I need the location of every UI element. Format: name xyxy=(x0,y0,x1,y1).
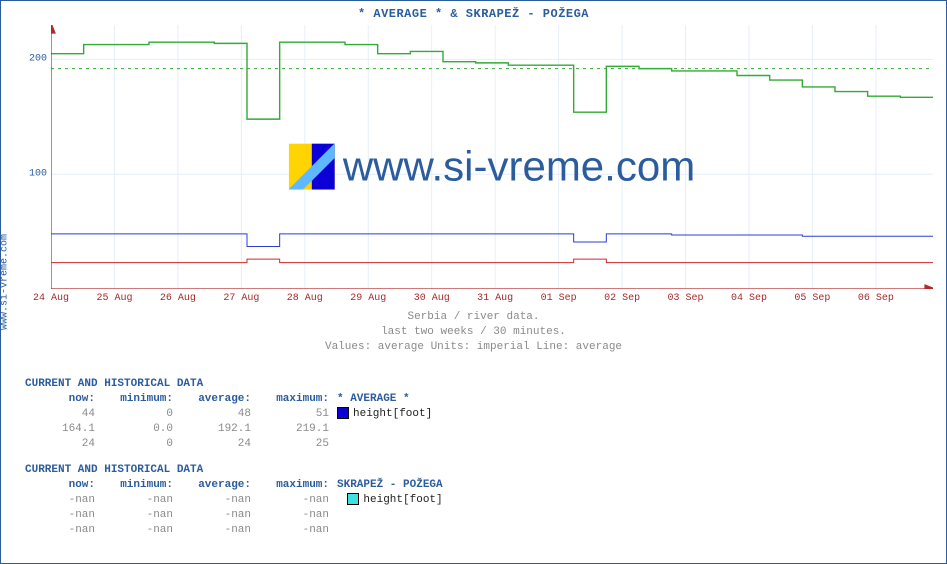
table-row: -nan-nan-nan-nanheight[foot] xyxy=(25,493,451,508)
subtitle-2: last two weeks / 30 minutes. xyxy=(1,326,946,338)
y-tick-label: 100 xyxy=(29,169,47,180)
stats-table: now:minimum:average:maximum: SKRAPEŽ - P… xyxy=(25,478,451,538)
x-tick-label: 25 Aug xyxy=(96,293,132,304)
table-cell: 0.0 xyxy=(103,422,181,437)
col-header: minimum: xyxy=(103,478,181,493)
x-tick-label: 31 Aug xyxy=(477,293,513,304)
x-tick-label: 03 Sep xyxy=(668,293,704,304)
table-cell: -nan xyxy=(25,508,103,523)
col-header: minimum: xyxy=(103,392,181,407)
table-cell: 0 xyxy=(103,407,181,422)
subtitle-3: Values: average Units: imperial Line: av… xyxy=(1,341,946,353)
table-row: -nan-nan-nan-nan xyxy=(25,508,451,523)
x-tick-label: 26 Aug xyxy=(160,293,196,304)
series-label: SKRAPEŽ - POŽEGA xyxy=(337,478,451,493)
table-row: 4404851 height[foot] xyxy=(25,407,440,422)
table-cell: 164.1 xyxy=(25,422,103,437)
y-tick-label: 200 xyxy=(29,54,47,65)
table-row: 2402425 xyxy=(25,437,440,452)
stats-table: now:minimum:average:maximum: * AVERAGE *… xyxy=(25,392,440,452)
table-header: CURRENT AND HISTORICAL DATA xyxy=(25,463,451,478)
legend-label: height[foot] xyxy=(363,494,442,506)
x-ticks: 24 Aug25 Aug26 Aug27 Aug28 Aug29 Aug30 A… xyxy=(51,293,933,307)
x-tick-label: 05 Sep xyxy=(794,293,830,304)
table-cell: 24 xyxy=(181,437,259,452)
col-header: maximum: xyxy=(259,478,337,493)
x-tick-label: 06 Sep xyxy=(858,293,894,304)
table-cell: 48 xyxy=(181,407,259,422)
x-tick-label: 02 Sep xyxy=(604,293,640,304)
table-cell: -nan xyxy=(25,493,103,508)
table-row: -nan-nan-nan-nan xyxy=(25,523,451,538)
x-tick-label: 01 Sep xyxy=(541,293,577,304)
series-label: * AVERAGE * xyxy=(337,392,440,407)
x-tick-label: 28 Aug xyxy=(287,293,323,304)
data-table-1: CURRENT AND HISTORICAL DATAnow:minimum:a… xyxy=(25,377,440,452)
table-cell: -nan xyxy=(181,523,259,538)
col-header: now: xyxy=(25,478,103,493)
x-tick-label: 04 Sep xyxy=(731,293,767,304)
table-cell: 219.1 xyxy=(259,422,337,437)
table-cell: -nan xyxy=(103,508,181,523)
legend-swatch-icon xyxy=(337,407,349,419)
col-header: now: xyxy=(25,392,103,407)
table-cell: -nan xyxy=(103,523,181,538)
x-tick-label: 30 Aug xyxy=(414,293,450,304)
table-cell: -nan xyxy=(259,508,337,523)
table-cell: -nan xyxy=(259,493,337,508)
plot-svg xyxy=(51,25,933,289)
col-header: average: xyxy=(181,478,259,493)
table-cell: -nan xyxy=(259,523,337,538)
table-cell: 44 xyxy=(25,407,103,422)
table-cell: 192.1 xyxy=(181,422,259,437)
data-table-2: CURRENT AND HISTORICAL DATAnow:minimum:a… xyxy=(25,463,451,538)
legend-label: height[foot] xyxy=(353,408,432,420)
table-cell: -nan xyxy=(181,508,259,523)
subtitle-1: Serbia / river data. xyxy=(1,311,946,323)
table-cell: 0 xyxy=(103,437,181,452)
legend-swatch-icon xyxy=(347,493,359,505)
chart-title: * AVERAGE * & SKRAPEŽ - POŽEGA xyxy=(1,7,946,21)
plot-area: www.si-vreme.com xyxy=(51,25,933,289)
table-cell: -nan xyxy=(181,493,259,508)
table-row: 164.10.0192.1219.1 xyxy=(25,422,440,437)
y-ticks: 100 200 xyxy=(1,25,47,289)
table-header: CURRENT AND HISTORICAL DATA xyxy=(25,377,440,392)
col-header: average: xyxy=(181,392,259,407)
x-tick-label: 24 Aug xyxy=(33,293,69,304)
table-cell: -nan xyxy=(25,523,103,538)
table-cell: -nan xyxy=(103,493,181,508)
col-header: maximum: xyxy=(259,392,337,407)
table-cell: 24 xyxy=(25,437,103,452)
table-cell: 25 xyxy=(259,437,337,452)
x-tick-label: 29 Aug xyxy=(350,293,386,304)
table-cell: 51 xyxy=(259,407,337,422)
chart-frame: * AVERAGE * & SKRAPEŽ - POŽEGA www.si-vr… xyxy=(0,0,947,564)
x-tick-label: 27 Aug xyxy=(223,293,259,304)
